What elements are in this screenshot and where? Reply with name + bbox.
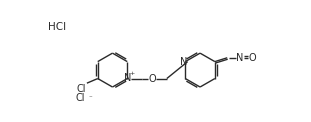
Text: O: O bbox=[148, 74, 156, 84]
Text: Cl: Cl bbox=[76, 93, 85, 103]
Text: N: N bbox=[124, 73, 132, 83]
Text: Cl: Cl bbox=[77, 84, 86, 94]
Text: O: O bbox=[248, 53, 256, 63]
Text: N: N bbox=[180, 57, 188, 67]
Text: ⁻: ⁻ bbox=[88, 96, 92, 102]
Text: +: + bbox=[130, 71, 135, 76]
Text: N: N bbox=[236, 53, 243, 63]
Text: HCl: HCl bbox=[48, 22, 66, 32]
